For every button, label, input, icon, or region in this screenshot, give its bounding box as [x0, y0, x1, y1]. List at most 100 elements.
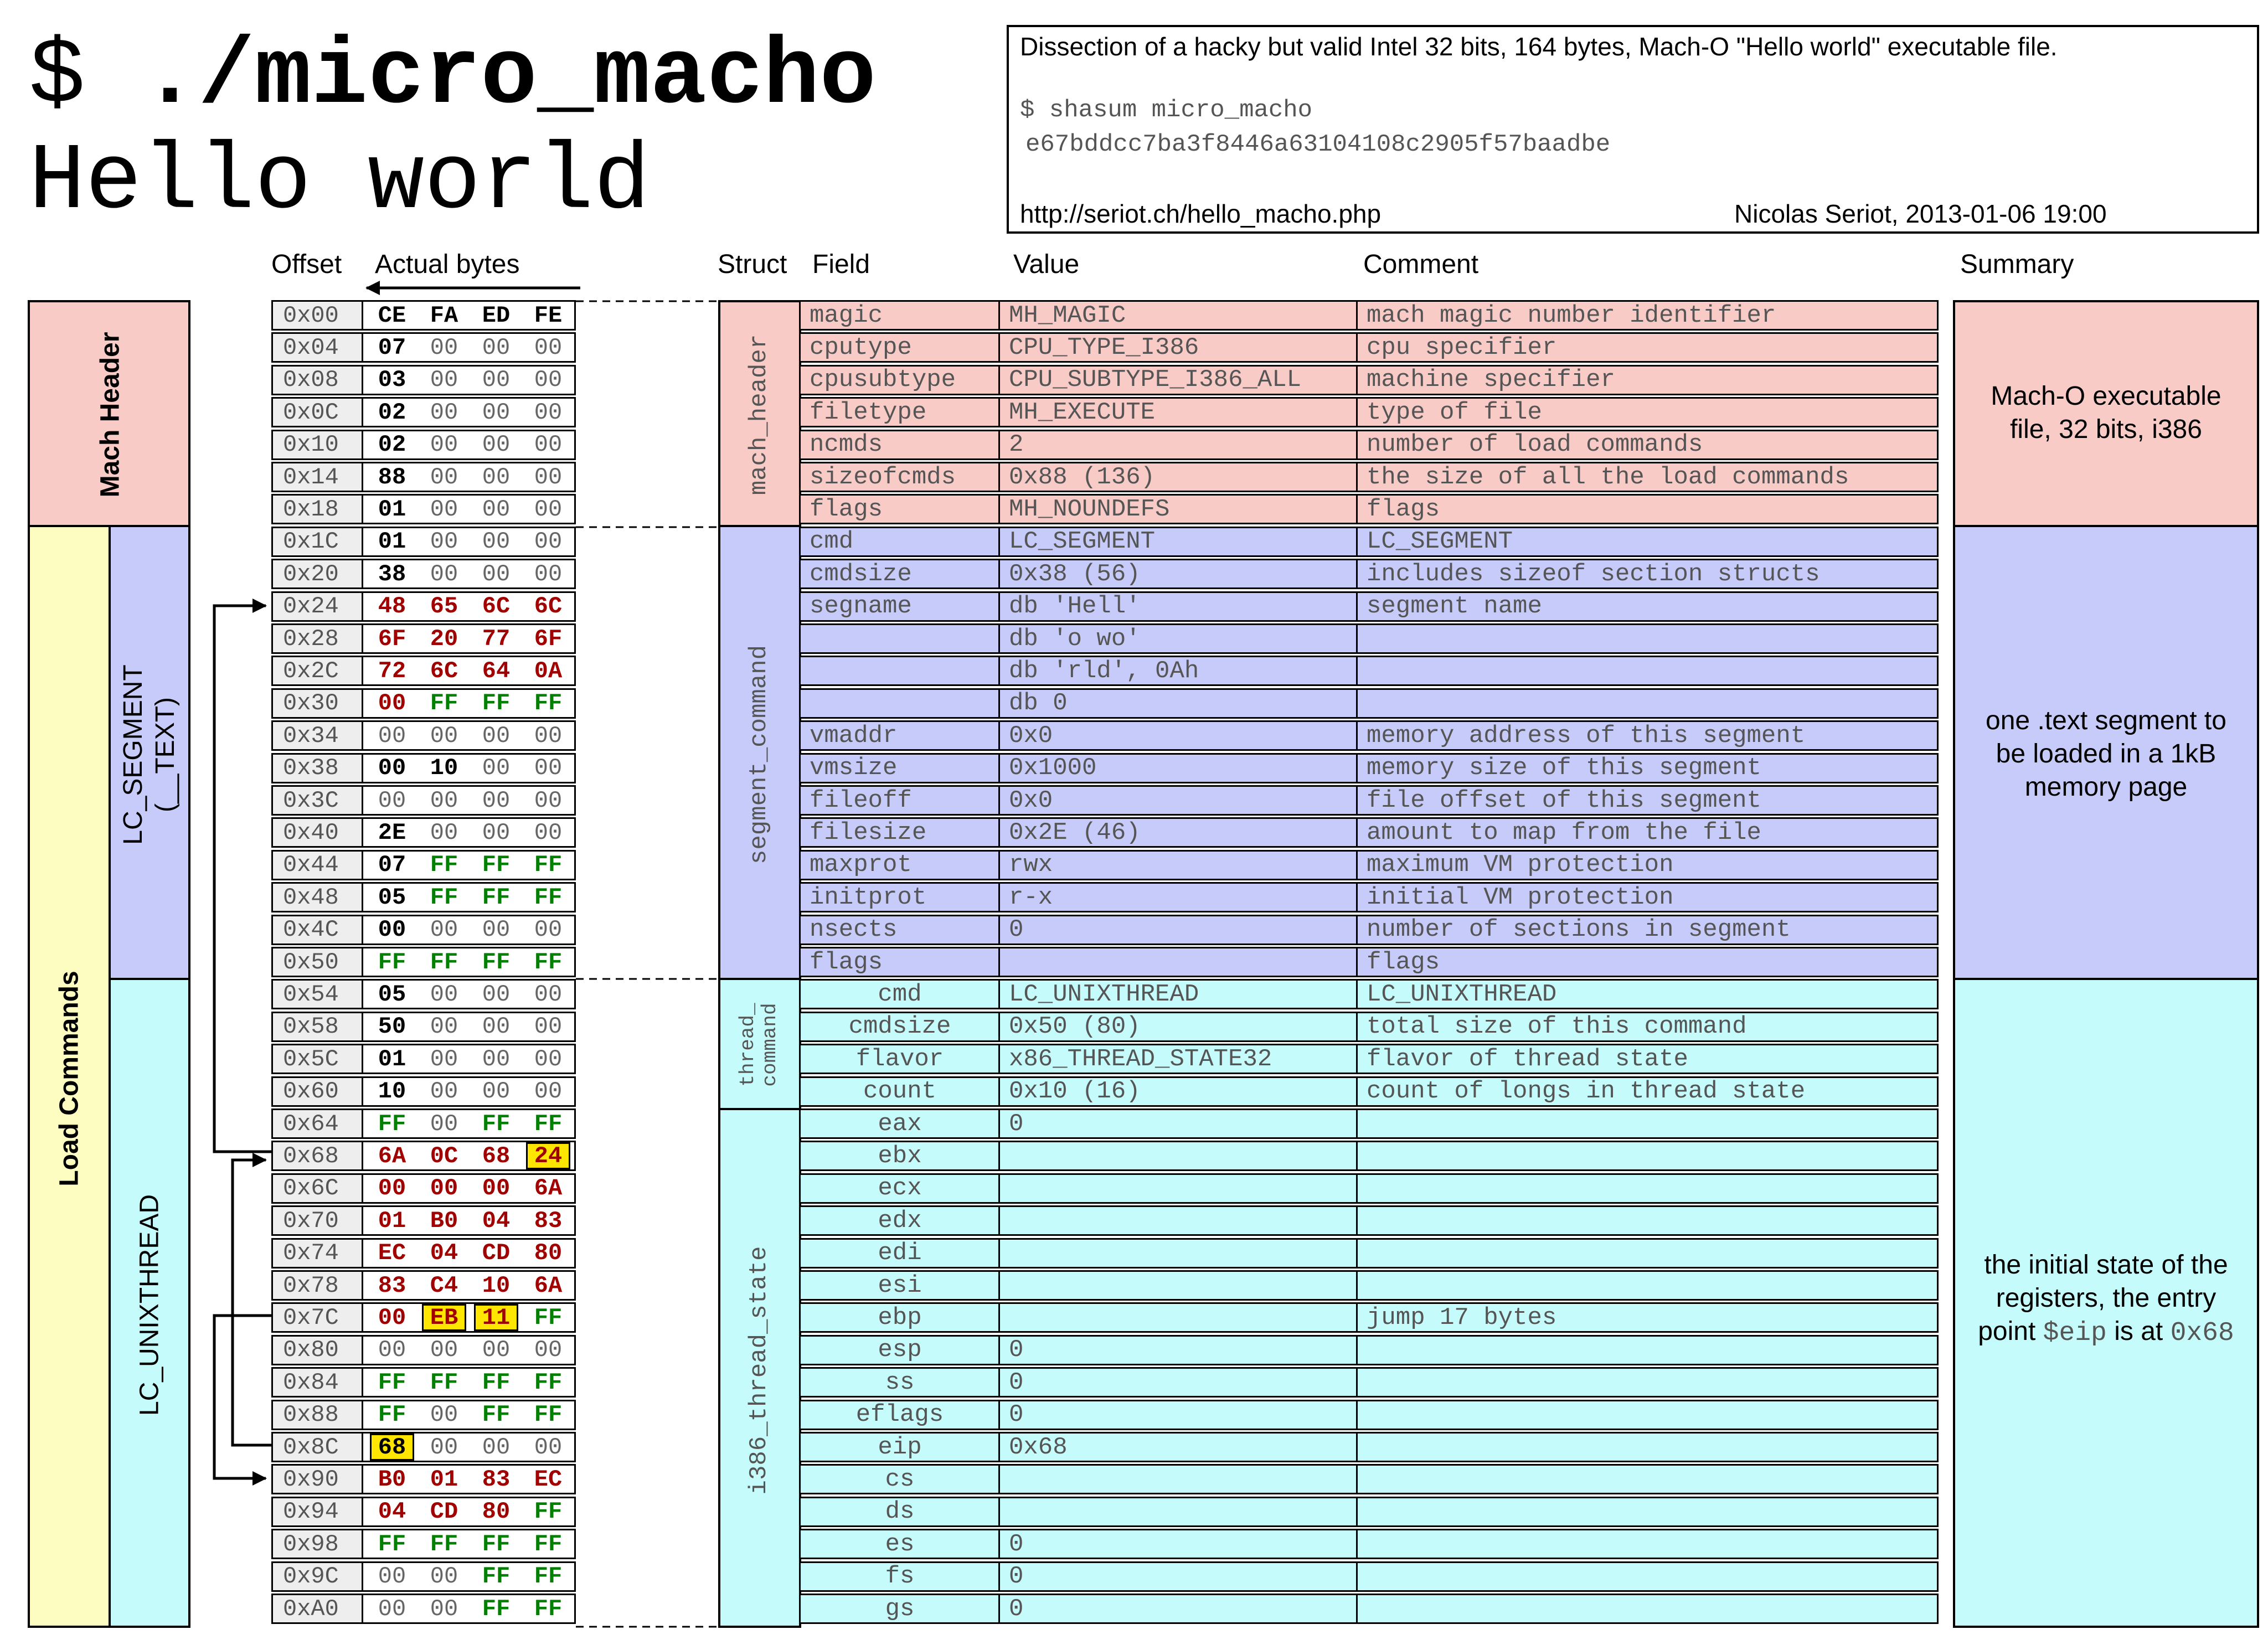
hex-offset: 0x00	[271, 300, 363, 331]
hex-byte: FF	[534, 852, 563, 879]
hex-byte: 00	[430, 1013, 458, 1040]
field-value: db 0	[998, 688, 1358, 719]
hex-byte: EC	[378, 1240, 406, 1267]
hex-byte: FF	[482, 1595, 511, 1622]
field-value: MH_MAGIC	[998, 300, 1358, 331]
hex-byte: 02	[378, 431, 406, 458]
hex-byte: 00	[482, 1013, 511, 1040]
hex-offset: 0x34	[271, 720, 363, 751]
field-name: esp	[799, 1334, 1001, 1365]
hex-byte: 00	[534, 528, 563, 555]
field-comment	[1356, 1205, 1939, 1236]
hex-byte: FF	[534, 1530, 563, 1558]
hex-offset: 0x5C	[271, 1044, 363, 1075]
field-name: gs	[799, 1594, 1001, 1624]
hex-byte: 10	[430, 755, 458, 782]
hex-offset: 0x84	[271, 1367, 363, 1398]
field-name: filesize	[799, 817, 1001, 848]
field-value: 0x38 (56)	[998, 559, 1358, 590]
hex-byte: FF	[534, 1401, 563, 1429]
hex-row: 0x30 00 FF FF FF	[271, 688, 576, 719]
hex-byte: 04	[378, 1498, 406, 1525]
field-name: flavor	[799, 1044, 1001, 1075]
field-value: 0x88 (136)	[998, 462, 1358, 492]
hex-byte: EB	[422, 1304, 466, 1332]
hex-byte: 00	[482, 560, 511, 587]
field-comment	[1356, 1270, 1939, 1301]
hex-byte: 20	[430, 625, 458, 652]
hex-byte: 00	[534, 1434, 563, 1461]
hex-row: 0x14 88 00 00 00	[271, 462, 576, 492]
hex-byte: CD	[430, 1498, 458, 1525]
hex-byte: 01	[378, 1207, 406, 1234]
field-value: CPU_SUBTYPE_I386_ALL	[998, 364, 1358, 395]
summary-thread: the initial state of the registers, the …	[1953, 978, 2259, 1628]
hex-byte: 00	[378, 1175, 406, 1202]
hex-bytes: EC 04 CD 80	[362, 1238, 576, 1269]
field-value: LC_SEGMENT	[998, 526, 1358, 557]
summary-mach: Mach-O executable file, 32 bits, i386	[1953, 300, 2259, 527]
hex-byte: FF	[430, 690, 458, 717]
hex-byte: 00	[482, 819, 511, 846]
hex-byte: 80	[482, 1498, 511, 1525]
header-bytes: Actual bytes	[375, 250, 520, 279]
hex-byte: 00	[534, 334, 563, 361]
hex-offset: 0x14	[271, 462, 363, 492]
hex-byte: 00	[534, 463, 563, 491]
hex-byte: B0	[430, 1207, 458, 1234]
hex-byte: 68	[370, 1434, 414, 1461]
summary-thread-addr: 0x68	[2170, 1318, 2234, 1348]
hex-byte: 00	[534, 755, 563, 782]
hex-offset: 0x18	[271, 494, 363, 525]
field-comment: memory address of this segment	[1356, 720, 1939, 751]
hex-byte: 00	[430, 1045, 458, 1072]
field-comment: maximum VM protection	[1356, 849, 1939, 880]
field-name: cmdsize	[799, 559, 1001, 590]
field-value	[998, 1496, 1358, 1527]
field-name: ds	[799, 1496, 1001, 1527]
hex-row: 0x40 2E 00 00 00	[271, 817, 576, 848]
hex-offset: 0x28	[271, 623, 363, 654]
hex-byte: 72	[378, 657, 406, 684]
mach-header-band: Mach Header	[28, 300, 190, 527]
field-name: cs	[799, 1464, 1001, 1495]
field-comment	[1356, 656, 1939, 687]
hex-byte: 0A	[534, 657, 563, 684]
hex-byte: 00	[378, 1337, 406, 1364]
hex-bytes: 38 00 00 00	[362, 559, 576, 590]
hex-bytes: 07 FF FF FF	[362, 849, 576, 880]
hex-byte: ED	[482, 302, 511, 329]
hex-bytes: 01 00 00 00	[362, 526, 576, 557]
summary-segment-text: one .text segment to be loaded in a 1kB …	[1986, 706, 2226, 802]
hex-offset: 0x6C	[271, 1173, 363, 1204]
hex-byte: 00	[430, 981, 458, 1008]
hex-byte: FF	[534, 1498, 563, 1525]
field-name: filetype	[799, 397, 1001, 428]
hex-byte: FF	[482, 690, 511, 717]
hex-bytes: 50 00 00 00	[362, 1011, 576, 1042]
hex-bytes: 2E 00 00 00	[362, 817, 576, 848]
field-comment: number of load commands	[1356, 429, 1939, 460]
hex-byte: 6A	[378, 1142, 406, 1169]
hex-row: 0x24 48 65 6C 6C	[271, 591, 576, 622]
hex-byte: 00	[430, 1175, 458, 1202]
hex-byte: FF	[534, 1595, 563, 1622]
hex-offset: 0x90	[271, 1464, 363, 1495]
hex-bytes: 83 C4 10 6A	[362, 1270, 576, 1301]
info-url[interactable]: http://seriot.ch/hello_macho.php	[1020, 199, 1382, 228]
title-command-line: $ ./micro_macho	[29, 22, 876, 133]
hex-bytes: 00 10 00 00	[362, 752, 576, 783]
hex-byte: EC	[534, 1466, 563, 1493]
hex-offset: 0x10	[271, 429, 363, 460]
hex-offset: 0x4C	[271, 914, 363, 945]
field-value	[998, 947, 1358, 977]
hex-byte: 00	[482, 1434, 511, 1461]
hex-offset: 0x68	[271, 1141, 363, 1172]
hex-offset: 0x58	[271, 1011, 363, 1042]
hex-byte: 01	[378, 528, 406, 555]
hex-row: 0x44 07 FF FF FF	[271, 849, 576, 880]
hex-bytes: 02 00 00 00	[362, 397, 576, 428]
field-comment	[1356, 1367, 1939, 1398]
hex-offset: 0x50	[271, 947, 363, 977]
field-value: 2	[998, 429, 1358, 460]
